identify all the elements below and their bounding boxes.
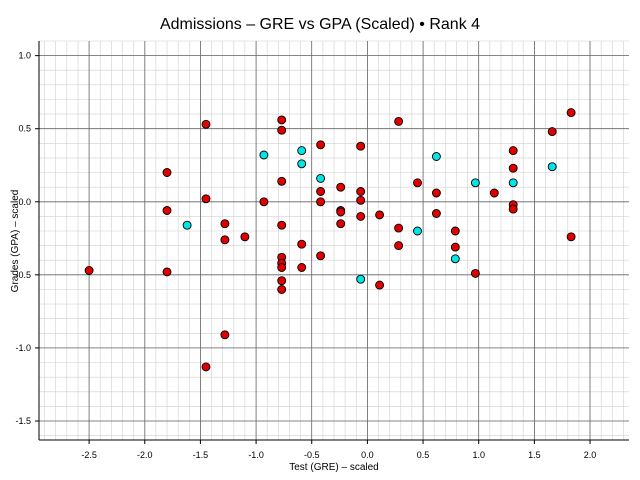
- cyan-data-point: [316, 173, 326, 183]
- cyan-data-point: [470, 178, 480, 188]
- red-data-point: [297, 263, 307, 272]
- red-data-point: [220, 330, 230, 340]
- cyan-data-point: [182, 220, 192, 230]
- red-data-point: [162, 267, 172, 277]
- axes: [35, 41, 629, 444]
- y-axis-label: Grades (GPA) – scaled: [10, 190, 21, 293]
- cyan-data-point: [356, 274, 366, 284]
- cyan-data-point: [547, 162, 557, 172]
- red-data-point: [356, 187, 366, 196]
- red-data-point: [277, 176, 287, 186]
- red-data-point: [356, 195, 366, 205]
- cyan-data-point: [259, 150, 269, 160]
- red-data-point: [201, 362, 211, 372]
- red-data-point: [316, 197, 326, 207]
- red-data-point: [277, 276, 287, 286]
- cyan-data-point: [413, 226, 422, 236]
- red-data-point: [489, 188, 499, 198]
- x-tick-label: -1.0: [248, 450, 264, 460]
- red-data-point: [277, 263, 287, 272]
- red-data-point: [431, 188, 441, 198]
- red-data-point: [277, 125, 287, 135]
- red-data-point: [450, 226, 460, 236]
- grid: [39, 40, 629, 440]
- red-data-point: [277, 115, 287, 125]
- red-data-point: [336, 207, 346, 217]
- red-data-point: [220, 219, 230, 229]
- red-data-point: [547, 127, 557, 137]
- x-tick-label: 0.0: [361, 450, 374, 460]
- x-tick-label: -0.5: [304, 450, 320, 460]
- red-data-point: [508, 146, 518, 156]
- x-tick-label: -2.5: [81, 450, 97, 460]
- cyan-data-point: [297, 159, 307, 169]
- red-data-point: [375, 280, 385, 290]
- x-tick-label: -1.5: [193, 450, 209, 460]
- red-data-point: [316, 251, 326, 261]
- data-points: [84, 108, 576, 372]
- red-data-point: [336, 219, 346, 229]
- x-tick-label: -2.0: [137, 450, 153, 460]
- red-data-point: [413, 178, 422, 188]
- x-tick-label: 0.5: [417, 450, 430, 460]
- red-data-point: [84, 266, 94, 275]
- x-tick-label: 1.0: [472, 450, 485, 460]
- cyan-data-point: [297, 146, 307, 156]
- red-data-point: [201, 194, 211, 204]
- tick-labels: -2.5 -2.0 -1.5 -1.0 -0.5 0.0 0.5 1.0 1.5 2.0 -1.5 -…: [15, 51, 596, 460]
- red-data-point: [162, 206, 172, 215]
- red-data-point: [220, 235, 230, 245]
- red-data-point: [375, 210, 385, 220]
- red-data-point: [240, 232, 250, 242]
- red-data-point: [356, 211, 366, 221]
- y-tick-label: -1.5: [15, 416, 31, 426]
- red-data-point: [201, 119, 211, 129]
- x-tick-label: 1.5: [528, 450, 541, 460]
- red-data-point: [316, 140, 326, 150]
- x-tick-label: 2.0: [584, 450, 597, 460]
- x-axis-label: Test (GRE) – scaled: [289, 462, 378, 473]
- red-data-point: [394, 241, 404, 251]
- red-data-point: [566, 232, 576, 242]
- red-data-point: [316, 187, 326, 196]
- red-data-point: [431, 209, 441, 218]
- red-data-point: [336, 182, 346, 192]
- red-data-point: [470, 268, 480, 278]
- red-data-point: [259, 197, 269, 207]
- cyan-data-point: [508, 178, 518, 188]
- cyan-data-point: [431, 152, 441, 161]
- red-data-point: [277, 220, 287, 230]
- y-tick-label: 0.0: [18, 197, 31, 207]
- red-data-point: [277, 285, 287, 294]
- red-data-point: [162, 168, 172, 177]
- red-data-point: [508, 163, 518, 173]
- y-tick-label: 0.5: [18, 124, 31, 134]
- red-data-point: [297, 239, 307, 249]
- y-tick-label: -1.0: [15, 343, 31, 353]
- y-tick-label: -0.5: [15, 270, 31, 280]
- red-data-point: [394, 223, 404, 233]
- chart-title: Admissions – GRE vs GPA (Scaled) • Rank …: [160, 16, 480, 33]
- y-tick-label: 1.0: [18, 51, 31, 61]
- cyan-data-point: [450, 254, 460, 264]
- red-data-point: [356, 141, 366, 151]
- red-data-point: [394, 116, 404, 126]
- red-data-point: [508, 204, 518, 214]
- red-data-point: [566, 108, 576, 118]
- red-data-point: [450, 242, 460, 252]
